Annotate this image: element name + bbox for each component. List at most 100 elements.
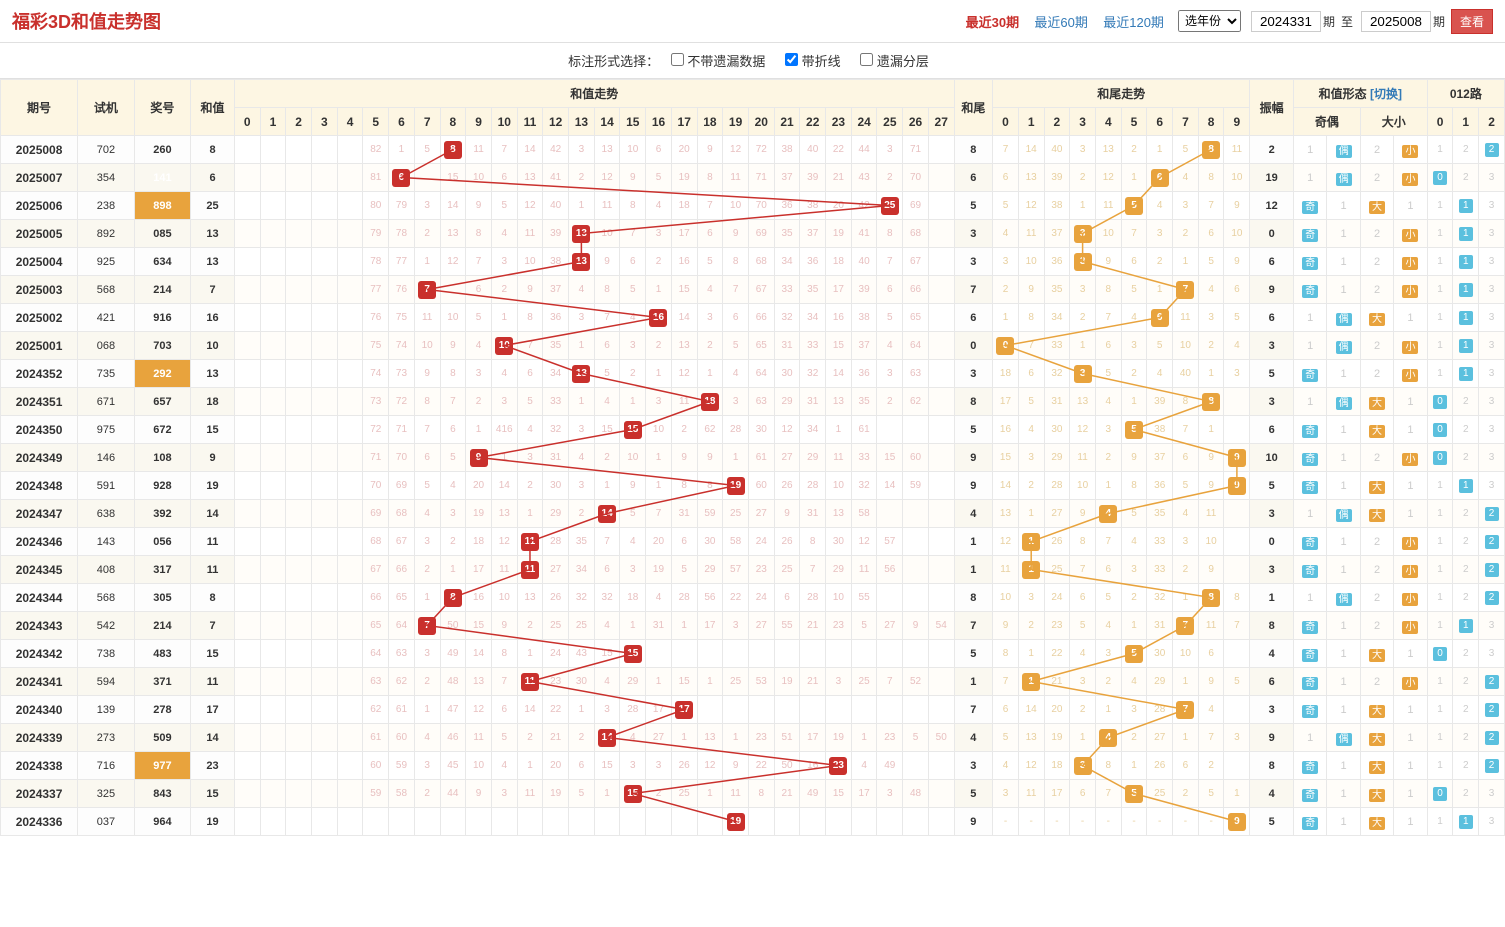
cell-period: 2024341 — [1, 668, 78, 696]
cell-sum-miss — [928, 416, 954, 444]
link-120[interactable]: 最近120期 — [1103, 15, 1164, 30]
cell-even-miss: 1 — [1327, 472, 1360, 500]
cell-sum-miss: 5 — [491, 192, 517, 220]
to-period-input[interactable] — [1361, 11, 1431, 32]
cell-shiji: 568 — [78, 276, 135, 304]
opt-polyline[interactable]: 带折线 — [785, 54, 841, 69]
cell-tail-miss: 29 — [1147, 668, 1173, 696]
cell-sum-miss: 3 — [723, 388, 749, 416]
cell-tail-miss: 5 — [1173, 136, 1199, 164]
view-button[interactable]: 查看 — [1451, 9, 1493, 34]
cell-route-miss: 1 — [1427, 696, 1453, 724]
cell-sum-miss: 12 — [671, 360, 697, 388]
cell-sum-miss: 1 — [671, 724, 697, 752]
th-sum-col: 16 — [646, 108, 672, 136]
opt3-checkbox[interactable] — [860, 53, 873, 66]
cell-tail-miss: 35 — [1147, 500, 1173, 528]
cell-tail-miss: 5 — [1147, 332, 1173, 360]
link-60[interactable]: 最近60期 — [1034, 15, 1087, 30]
cell-sum-miss: 3 — [414, 752, 440, 780]
cell-sum-miss: 21 — [800, 612, 826, 640]
cell-sum-miss — [337, 416, 363, 444]
cell-tail-hit: 9 — [1224, 472, 1250, 500]
cell-tail-miss: 14 — [993, 472, 1019, 500]
th-sum-col: 24 — [851, 108, 877, 136]
cell-jiang: 214 — [134, 276, 191, 304]
cell-sum-miss: 4 — [491, 360, 517, 388]
cell-sum-miss: 1 — [569, 192, 595, 220]
cell-sum-miss: 8 — [517, 304, 543, 332]
cell-sum-miss: 56 — [697, 584, 723, 612]
cell-sum-miss — [312, 332, 338, 360]
cell-sum-miss: 13 — [517, 164, 543, 192]
cell-tail-miss: 5 — [1121, 276, 1147, 304]
cell-tail-miss: 36 — [1147, 472, 1173, 500]
cell-sum-miss — [286, 136, 312, 164]
from-period-input[interactable] — [1251, 11, 1321, 32]
opt-layered[interactable]: 遗漏分层 — [860, 54, 929, 69]
cell-sum-miss: 27 — [774, 444, 800, 472]
cell-tail-miss: 2 — [1095, 668, 1121, 696]
cell-sum-miss — [851, 808, 877, 836]
cell-tail: 8 — [954, 136, 993, 164]
cell-sum-miss: 4 — [851, 752, 877, 780]
cell-sum-miss: 55 — [851, 584, 877, 612]
cell-odd-miss: 1 — [1294, 724, 1327, 752]
cell-sum-miss: 1 — [851, 724, 877, 752]
cell-sum-miss: 25 — [671, 780, 697, 808]
cell-sum-miss: 44 — [440, 780, 466, 808]
cell-tail-hit: 8 — [1198, 136, 1224, 164]
cell-tail-miss: 8 — [1121, 472, 1147, 500]
cell-sum: 13 — [191, 248, 235, 276]
cell-sum-miss: 32 — [851, 472, 877, 500]
cell-tail-miss: - — [993, 808, 1019, 836]
cell-tail-miss: 9 — [1070, 500, 1096, 528]
link-30[interactable]: 最近30期 — [966, 15, 1019, 30]
opt-no-miss[interactable]: 不带遗漏数据 — [671, 54, 766, 69]
cell-shiji: 421 — [78, 304, 135, 332]
cell-sum-miss: 4 — [620, 528, 646, 556]
cell-sum-miss: 17 — [671, 220, 697, 248]
cell-tail-miss: 7 — [1173, 416, 1199, 444]
cell-amp: 6 — [1250, 416, 1294, 444]
cell-tail: 1 — [954, 668, 993, 696]
cell-sum-miss: 2 — [414, 668, 440, 696]
cell-tail-miss: 19 — [1044, 724, 1070, 752]
cell-odd: 奇 — [1294, 220, 1327, 248]
cell-sum-miss — [260, 724, 286, 752]
cell-tail-miss: 2 — [1173, 556, 1199, 584]
cell-sum-miss — [748, 808, 774, 836]
cell-sum-miss — [260, 584, 286, 612]
cell-sum-miss — [774, 808, 800, 836]
cell-tail: 9 — [954, 472, 993, 500]
cell-shiji: 716 — [78, 752, 135, 780]
cell-big-miss: 2 — [1360, 668, 1393, 696]
switch-link[interactable]: [切换] — [1370, 87, 1402, 101]
th-jiang: 奖号 — [134, 80, 191, 136]
cell-sum-miss: 13 — [826, 500, 852, 528]
cell-sum-miss — [928, 332, 954, 360]
cell-jiang: 108 — [134, 444, 191, 472]
cell-sum-miss: 59 — [363, 780, 389, 808]
cell-tail-miss: 1 — [993, 304, 1019, 332]
year-select[interactable]: 选年份 — [1178, 10, 1241, 32]
cell-sum-miss: 14 — [440, 192, 466, 220]
cell-tail: 4 — [954, 724, 993, 752]
opt1-checkbox[interactable] — [671, 53, 684, 66]
cell-tail-miss: 13 — [1095, 136, 1121, 164]
cell-sum-miss: 1 — [646, 444, 672, 472]
cell-sum-miss — [312, 360, 338, 388]
cell-sum-miss: 71 — [903, 136, 929, 164]
cell-sum-miss — [234, 808, 260, 836]
cell-sum-miss: 31 — [800, 388, 826, 416]
opt2-checkbox[interactable] — [785, 53, 798, 66]
cell-sum-miss: 66 — [363, 584, 389, 612]
cell-tail: 9 — [954, 444, 993, 472]
cell-sum-miss — [826, 696, 852, 724]
cell-tail: 3 — [954, 752, 993, 780]
th-sum-col: 22 — [800, 108, 826, 136]
cell-big: 大 — [1360, 752, 1393, 780]
cell-sum-miss: 9 — [774, 500, 800, 528]
cell-shiji: 146 — [78, 444, 135, 472]
cell-sum-miss — [234, 220, 260, 248]
